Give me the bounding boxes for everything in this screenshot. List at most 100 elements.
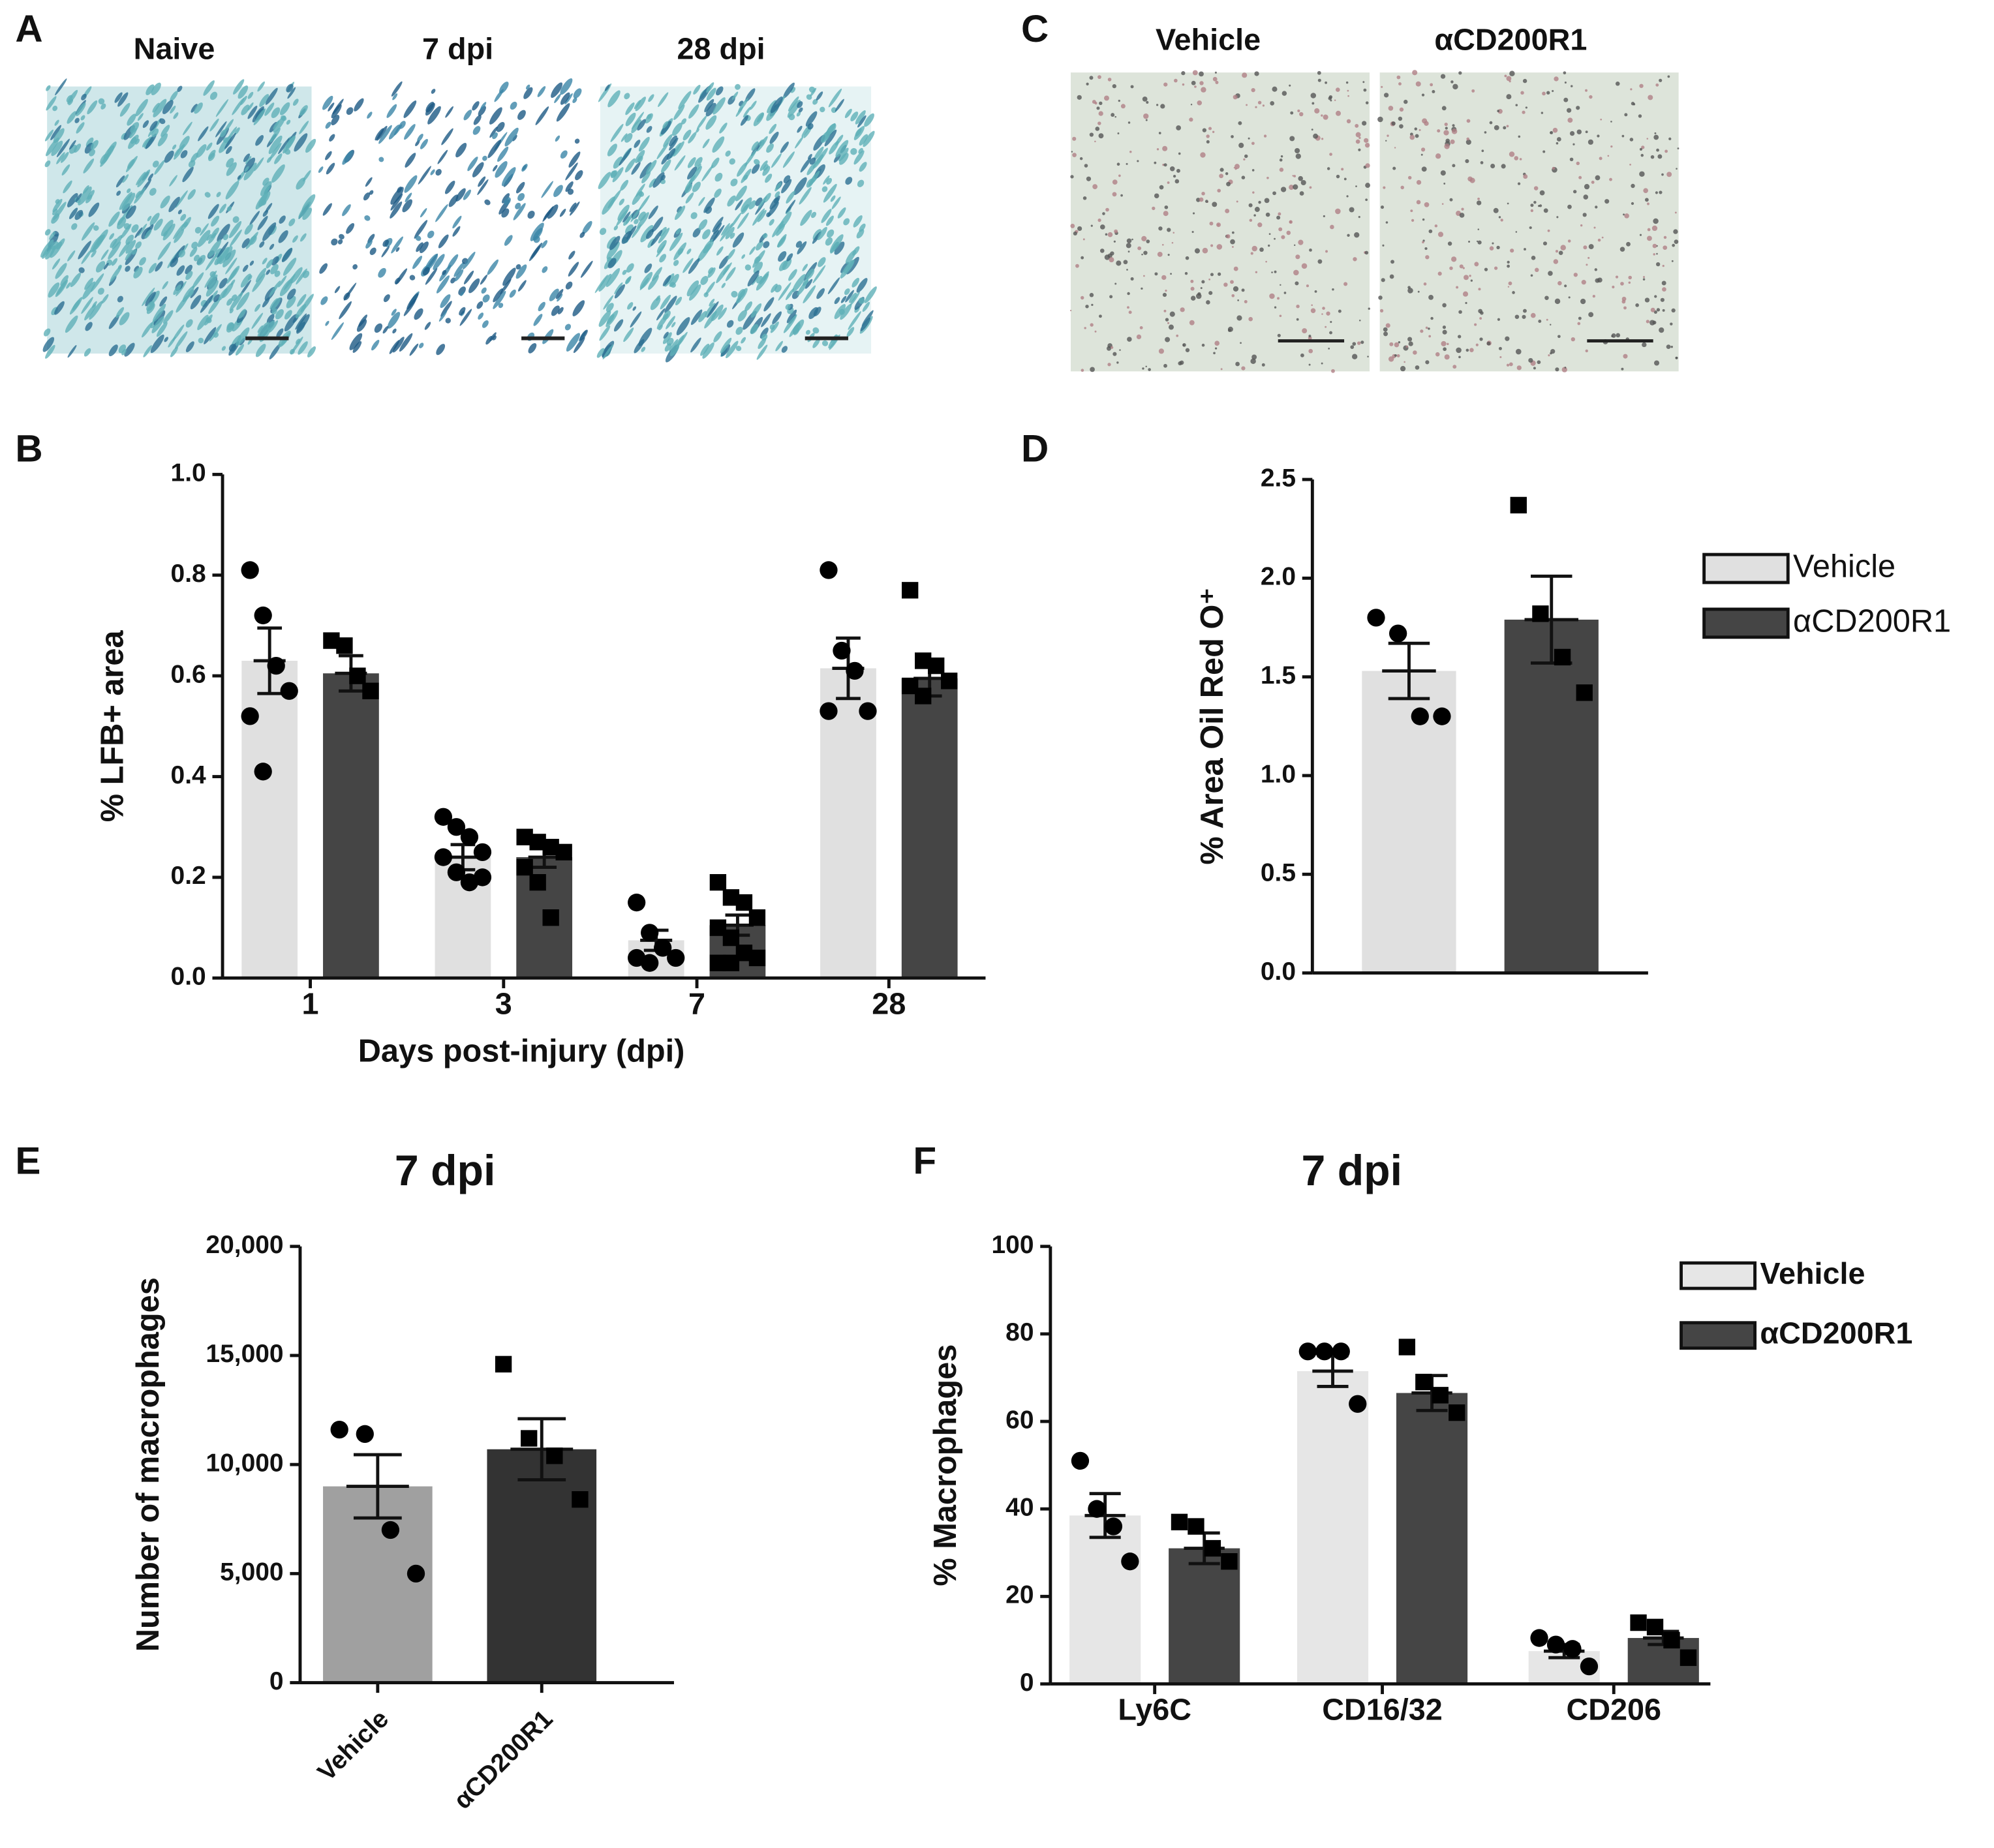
stain: [1537, 205, 1541, 207]
stain: [418, 342, 424, 348]
stain: [53, 202, 67, 220]
stain: [180, 214, 187, 221]
stain: [119, 241, 130, 257]
stain: [480, 102, 487, 110]
stain: [731, 91, 739, 100]
stain: [692, 181, 701, 192]
stain: [829, 234, 844, 253]
stain: [1217, 224, 1219, 226]
stain: [1461, 207, 1464, 211]
stain: [40, 239, 54, 258]
stain: [463, 110, 472, 121]
stain: [666, 337, 674, 346]
stain: [786, 253, 793, 262]
stain: [1326, 311, 1330, 316]
stain: [260, 181, 272, 196]
stain: [1515, 231, 1518, 233]
stain: [638, 136, 650, 152]
stain: [286, 119, 291, 125]
micrograph: [1379, 72, 1679, 372]
stain: [1112, 84, 1116, 89]
stain: [1189, 320, 1195, 326]
stain: [217, 241, 229, 258]
stain: [786, 190, 795, 204]
data-point: [267, 657, 285, 675]
stain: [436, 275, 450, 294]
stain: [441, 128, 453, 145]
stain: [369, 247, 376, 255]
stain: [1363, 88, 1367, 92]
stain: [220, 129, 227, 138]
stain: [478, 176, 486, 187]
stain: [1143, 275, 1145, 277]
stain: [651, 230, 663, 247]
stain: [292, 235, 298, 243]
stain: [1599, 157, 1603, 160]
stain: [713, 97, 726, 115]
stain: [687, 166, 698, 180]
stain: [769, 131, 779, 144]
stain: [1310, 308, 1316, 313]
stain: [1107, 78, 1112, 82]
stain: [1248, 316, 1253, 322]
stain: [226, 162, 237, 176]
stain: [175, 190, 188, 208]
stain: [49, 231, 55, 240]
stain: [302, 207, 313, 220]
stain: [844, 288, 850, 295]
stain: [644, 264, 652, 273]
stain: [299, 121, 309, 134]
stain: [382, 239, 390, 247]
stain: [1233, 286, 1239, 292]
stain: [1580, 224, 1583, 227]
stain: [1424, 202, 1430, 207]
stain: [122, 174, 129, 183]
stain: [827, 277, 840, 295]
stain: [1280, 284, 1281, 286]
data-point: [748, 909, 766, 926]
stain: [1572, 143, 1575, 145]
stain: [1626, 241, 1631, 247]
stain: [207, 233, 217, 244]
stain: [275, 309, 284, 320]
stain: [354, 98, 364, 112]
stain: [572, 300, 585, 316]
y-tick-label: 2.0: [1261, 563, 1296, 591]
stain: [153, 310, 166, 326]
stain: [161, 125, 170, 137]
stain: [1542, 241, 1548, 246]
stain: [609, 235, 621, 250]
stain: [143, 345, 152, 357]
stain: [179, 136, 190, 150]
stain: [749, 246, 756, 255]
stain: [660, 174, 666, 181]
stain: [1258, 200, 1261, 204]
stain: [1514, 314, 1520, 319]
stain: [1232, 246, 1234, 248]
stain: [622, 269, 627, 275]
stain: [286, 295, 296, 309]
stain: [1189, 117, 1193, 122]
stain: [1214, 347, 1218, 350]
stain: [645, 229, 654, 239]
stain: [648, 275, 659, 290]
stain: [371, 339, 380, 351]
y-tick-label: 0.2: [171, 862, 206, 890]
stain: [125, 205, 136, 219]
data-point: [495, 1356, 512, 1373]
stain: [1615, 275, 1619, 279]
stain: [1498, 216, 1501, 219]
chart-title: 7 dpi: [1301, 1147, 1402, 1195]
stain: [834, 304, 846, 320]
stain: [83, 159, 95, 174]
stain: [656, 308, 666, 321]
stain: [1611, 335, 1614, 337]
image-caption: Naive: [134, 31, 215, 65]
stain: [669, 339, 679, 352]
stain: [666, 148, 676, 160]
stain: [1462, 291, 1469, 297]
stain: [831, 196, 841, 209]
stain: [1458, 335, 1462, 339]
stain: [1167, 254, 1170, 256]
stain: [860, 317, 871, 331]
